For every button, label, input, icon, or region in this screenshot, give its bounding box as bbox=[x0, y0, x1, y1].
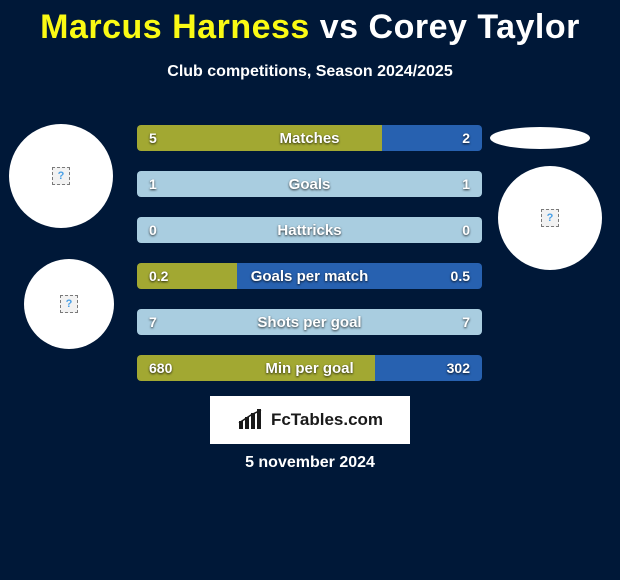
decor-ellipse bbox=[490, 127, 590, 149]
stat-row: Shots per goal77 bbox=[137, 309, 482, 335]
stat-row: Hattricks00 bbox=[137, 217, 482, 243]
footer-badge: FcTables.com bbox=[210, 396, 410, 444]
bar-left bbox=[137, 355, 375, 381]
bar-right bbox=[310, 171, 483, 197]
stat-row: Goals per match0.20.5 bbox=[137, 263, 482, 289]
brand-text: FcTables.com bbox=[271, 410, 383, 430]
stat-row: Matches52 bbox=[137, 125, 482, 151]
subtitle: Club competitions, Season 2024/2025 bbox=[0, 63, 620, 81]
chart-icon bbox=[237, 409, 265, 431]
bar-right bbox=[382, 125, 482, 151]
bar-left bbox=[137, 171, 310, 197]
stats-container: Matches52 Goals11 Hattricks00 Goals per mat… bbox=[137, 125, 482, 401]
image-placeholder-icon: ? bbox=[60, 295, 78, 313]
player1-name: Marcus Harness bbox=[40, 8, 310, 46]
bar-left bbox=[137, 217, 310, 243]
page-title: Marcus Harness vs Corey Taylor bbox=[0, 0, 620, 47]
stat-row: Goals11 bbox=[137, 171, 482, 197]
bar-right bbox=[310, 217, 483, 243]
avatar-placeholder: ? bbox=[9, 124, 113, 228]
bar-left bbox=[137, 125, 382, 151]
avatar-placeholder: ? bbox=[24, 259, 114, 349]
bar-right bbox=[375, 355, 482, 381]
stat-row: Min per goal680302 bbox=[137, 355, 482, 381]
bar-left bbox=[137, 263, 237, 289]
vs-text: vs bbox=[320, 8, 359, 46]
bar-right bbox=[237, 263, 482, 289]
bar-right bbox=[310, 309, 483, 335]
player2-name: Corey Taylor bbox=[369, 8, 580, 46]
image-placeholder-icon: ? bbox=[52, 167, 70, 185]
date-text: 5 november 2024 bbox=[0, 454, 620, 472]
avatar-placeholder: ? bbox=[498, 166, 602, 270]
bar-left bbox=[137, 309, 310, 335]
image-placeholder-icon: ? bbox=[541, 209, 559, 227]
